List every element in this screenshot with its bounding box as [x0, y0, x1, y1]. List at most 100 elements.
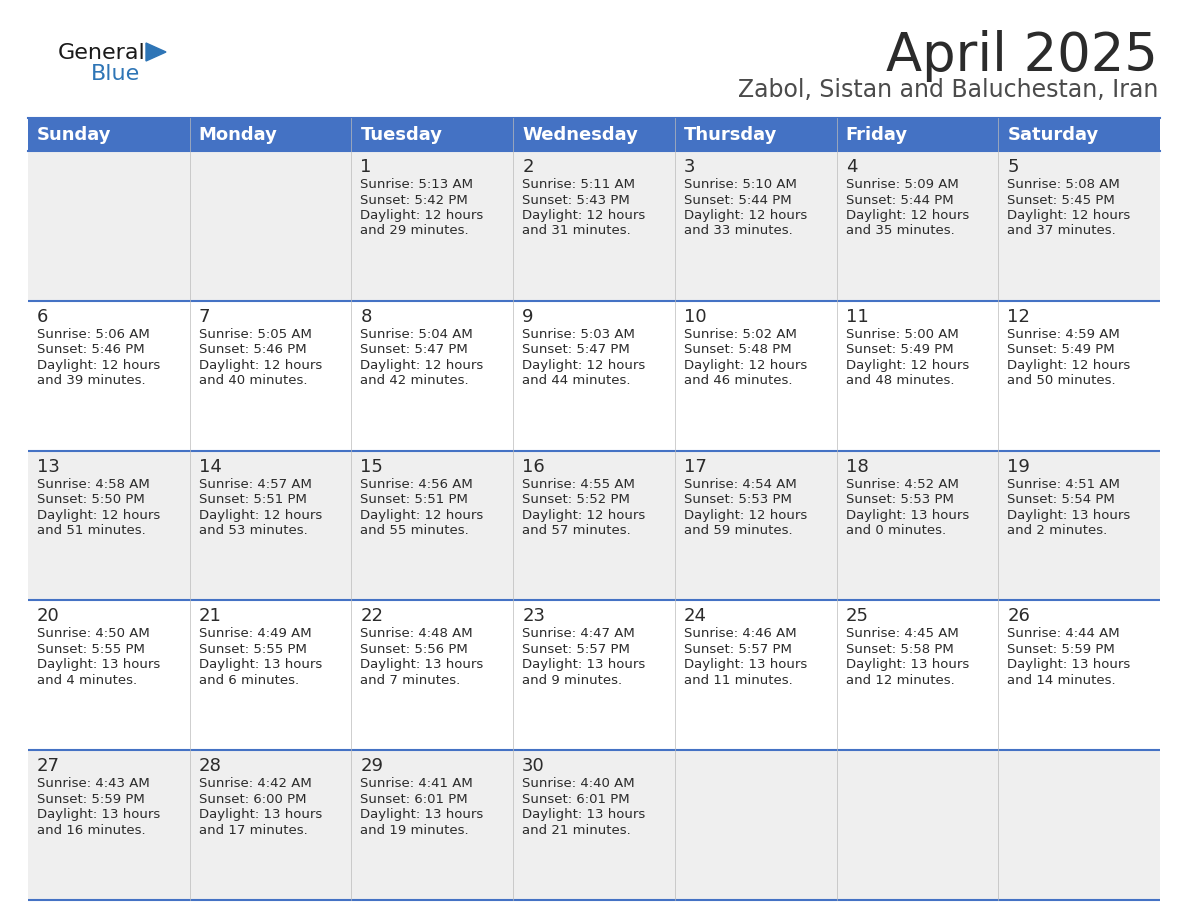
Text: Blue: Blue: [91, 64, 140, 84]
Text: and 35 minutes.: and 35 minutes.: [846, 225, 954, 238]
Text: Sunrise: 5:02 AM: Sunrise: 5:02 AM: [684, 328, 797, 341]
Text: Daylight: 12 hours: Daylight: 12 hours: [684, 509, 807, 521]
Text: Sunset: 5:53 PM: Sunset: 5:53 PM: [846, 493, 954, 506]
Polygon shape: [146, 43, 166, 61]
Text: Thursday: Thursday: [684, 126, 777, 143]
Text: 10: 10: [684, 308, 707, 326]
Text: Sunrise: 4:59 AM: Sunrise: 4:59 AM: [1007, 328, 1120, 341]
Text: and 59 minutes.: and 59 minutes.: [684, 524, 792, 537]
Text: Sunset: 5:51 PM: Sunset: 5:51 PM: [198, 493, 307, 506]
Text: Daylight: 13 hours: Daylight: 13 hours: [37, 658, 160, 671]
Text: and 57 minutes.: and 57 minutes.: [523, 524, 631, 537]
Bar: [513, 118, 675, 151]
Text: 27: 27: [37, 757, 61, 775]
Text: 4: 4: [846, 158, 857, 176]
Text: Tuesday: Tuesday: [360, 126, 442, 143]
Text: Daylight: 13 hours: Daylight: 13 hours: [360, 658, 484, 671]
Text: Daylight: 12 hours: Daylight: 12 hours: [360, 509, 484, 521]
Text: and 44 minutes.: and 44 minutes.: [523, 375, 631, 387]
Text: Daylight: 13 hours: Daylight: 13 hours: [198, 808, 322, 822]
Text: Sunrise: 4:50 AM: Sunrise: 4:50 AM: [37, 627, 150, 641]
Text: Sunset: 5:46 PM: Sunset: 5:46 PM: [198, 343, 307, 356]
Text: and 42 minutes.: and 42 minutes.: [360, 375, 469, 387]
Text: Sunrise: 5:13 AM: Sunrise: 5:13 AM: [360, 178, 474, 191]
Text: Sunday: Sunday: [37, 126, 112, 143]
Text: Sunrise: 4:49 AM: Sunrise: 4:49 AM: [198, 627, 311, 641]
Text: Sunset: 5:52 PM: Sunset: 5:52 PM: [523, 493, 630, 506]
Text: Sunrise: 4:48 AM: Sunrise: 4:48 AM: [360, 627, 473, 641]
Text: Sunset: 5:44 PM: Sunset: 5:44 PM: [846, 194, 953, 207]
Text: 9: 9: [523, 308, 533, 326]
Bar: [29, 451, 1159, 600]
Text: and 12 minutes.: and 12 minutes.: [846, 674, 954, 687]
Bar: [675, 118, 836, 151]
Text: and 53 minutes.: and 53 minutes.: [198, 524, 308, 537]
Bar: [998, 118, 1159, 151]
Text: 22: 22: [360, 608, 384, 625]
Text: Daylight: 13 hours: Daylight: 13 hours: [198, 658, 322, 671]
Text: Sunset: 6:01 PM: Sunset: 6:01 PM: [360, 793, 468, 806]
Text: Daylight: 12 hours: Daylight: 12 hours: [846, 359, 969, 372]
Text: and 50 minutes.: and 50 minutes.: [1007, 375, 1116, 387]
Text: Daylight: 12 hours: Daylight: 12 hours: [523, 209, 645, 222]
Text: and 29 minutes.: and 29 minutes.: [360, 225, 469, 238]
Text: Sunset: 5:53 PM: Sunset: 5:53 PM: [684, 493, 791, 506]
Text: Daylight: 12 hours: Daylight: 12 hours: [1007, 359, 1131, 372]
Text: 11: 11: [846, 308, 868, 326]
Text: and 4 minutes.: and 4 minutes.: [37, 674, 137, 687]
Text: Daylight: 13 hours: Daylight: 13 hours: [684, 658, 807, 671]
Text: Sunrise: 4:45 AM: Sunrise: 4:45 AM: [846, 627, 959, 641]
Text: and 17 minutes.: and 17 minutes.: [198, 823, 308, 836]
Text: Sunset: 5:44 PM: Sunset: 5:44 PM: [684, 194, 791, 207]
Text: 5: 5: [1007, 158, 1019, 176]
Text: and 7 minutes.: and 7 minutes.: [360, 674, 461, 687]
Text: Daylight: 12 hours: Daylight: 12 hours: [523, 359, 645, 372]
Text: Daylight: 13 hours: Daylight: 13 hours: [360, 808, 484, 822]
Text: Sunset: 5:47 PM: Sunset: 5:47 PM: [523, 343, 630, 356]
Text: Sunset: 5:59 PM: Sunset: 5:59 PM: [37, 793, 145, 806]
Text: Daylight: 13 hours: Daylight: 13 hours: [37, 808, 160, 822]
Text: Sunrise: 5:03 AM: Sunrise: 5:03 AM: [523, 328, 636, 341]
Text: Sunset: 5:49 PM: Sunset: 5:49 PM: [846, 343, 953, 356]
Text: Sunrise: 5:09 AM: Sunrise: 5:09 AM: [846, 178, 959, 191]
Text: and 46 minutes.: and 46 minutes.: [684, 375, 792, 387]
Text: and 55 minutes.: and 55 minutes.: [360, 524, 469, 537]
Text: Daylight: 12 hours: Daylight: 12 hours: [1007, 209, 1131, 222]
Text: and 2 minutes.: and 2 minutes.: [1007, 524, 1107, 537]
Text: Sunrise: 5:05 AM: Sunrise: 5:05 AM: [198, 328, 311, 341]
Text: 15: 15: [360, 457, 384, 476]
Text: Daylight: 13 hours: Daylight: 13 hours: [846, 658, 969, 671]
Text: Sunrise: 4:57 AM: Sunrise: 4:57 AM: [198, 477, 311, 490]
Text: 24: 24: [684, 608, 707, 625]
Text: Sunrise: 4:42 AM: Sunrise: 4:42 AM: [198, 778, 311, 790]
Text: 7: 7: [198, 308, 210, 326]
Text: Zabol, Sistan and Baluchestan, Iran: Zabol, Sistan and Baluchestan, Iran: [738, 78, 1158, 102]
Text: Daylight: 12 hours: Daylight: 12 hours: [684, 209, 807, 222]
Text: 14: 14: [198, 457, 222, 476]
Text: and 40 minutes.: and 40 minutes.: [198, 375, 308, 387]
Text: 2: 2: [523, 158, 533, 176]
Text: and 39 minutes.: and 39 minutes.: [37, 375, 146, 387]
Bar: [836, 118, 998, 151]
Bar: [29, 750, 1159, 900]
Text: Sunset: 5:45 PM: Sunset: 5:45 PM: [1007, 194, 1116, 207]
Text: Sunrise: 4:46 AM: Sunrise: 4:46 AM: [684, 627, 796, 641]
Text: Sunrise: 5:10 AM: Sunrise: 5:10 AM: [684, 178, 797, 191]
Text: April 2025: April 2025: [886, 30, 1158, 82]
Text: Daylight: 12 hours: Daylight: 12 hours: [684, 359, 807, 372]
Text: Sunrise: 5:04 AM: Sunrise: 5:04 AM: [360, 328, 473, 341]
Text: 12: 12: [1007, 308, 1030, 326]
Text: Daylight: 12 hours: Daylight: 12 hours: [360, 359, 484, 372]
Text: Daylight: 12 hours: Daylight: 12 hours: [198, 509, 322, 521]
Text: Sunrise: 5:00 AM: Sunrise: 5:00 AM: [846, 328, 959, 341]
Text: Daylight: 12 hours: Daylight: 12 hours: [523, 509, 645, 521]
Text: Daylight: 13 hours: Daylight: 13 hours: [523, 658, 645, 671]
Text: Daylight: 12 hours: Daylight: 12 hours: [360, 209, 484, 222]
Text: 28: 28: [198, 757, 222, 775]
Bar: [29, 118, 190, 151]
Text: Monday: Monday: [198, 126, 278, 143]
Bar: [29, 301, 1159, 451]
Text: and 37 minutes.: and 37 minutes.: [1007, 225, 1116, 238]
Text: 25: 25: [846, 608, 868, 625]
Text: 13: 13: [37, 457, 59, 476]
